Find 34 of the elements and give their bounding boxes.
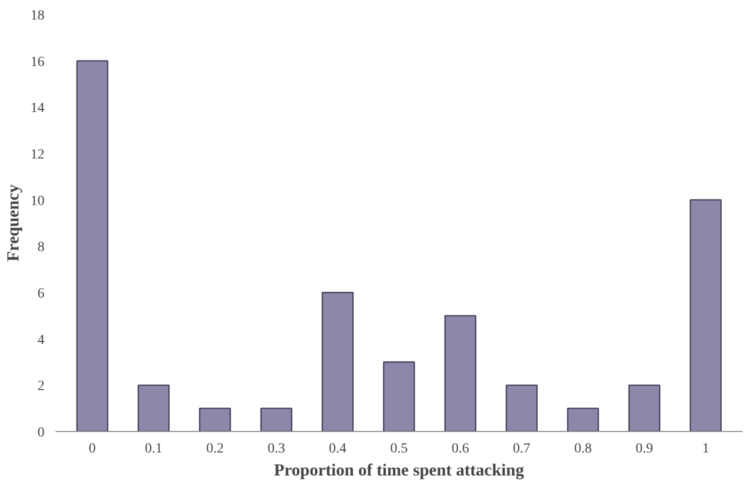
y-tick-label: 0 bbox=[38, 426, 44, 440]
bar bbox=[506, 384, 538, 432]
x-tick-label: 0.3 bbox=[268, 442, 286, 456]
x-tick-label: 0.7 bbox=[512, 442, 530, 456]
y-tick-label: 4 bbox=[38, 332, 44, 348]
x-tick-label: 0.9 bbox=[636, 442, 654, 456]
x-tick-label: 0.6 bbox=[452, 442, 470, 456]
bar bbox=[444, 315, 476, 432]
bar bbox=[628, 384, 660, 432]
y-tick-label: 2 bbox=[38, 379, 44, 394]
x-tick-label: 0 bbox=[88, 442, 96, 456]
x-tick-label: 0.5 bbox=[390, 442, 408, 456]
y-tick-label: 16 bbox=[30, 54, 44, 70]
x-tick-label: 0.8 bbox=[574, 442, 592, 456]
y-tick-label: 14 bbox=[30, 101, 44, 116]
bar bbox=[138, 384, 170, 432]
bar bbox=[76, 60, 108, 432]
bar bbox=[567, 408, 599, 432]
y-tick-label: 10 bbox=[30, 194, 44, 209]
y-tick-label: 18 bbox=[30, 8, 44, 24]
bar bbox=[690, 199, 722, 432]
y-tick-label: 12 bbox=[30, 148, 44, 162]
y-tick-label: 6 bbox=[38, 286, 44, 302]
x-tick-label: 0.2 bbox=[206, 442, 224, 456]
y-axis-title: Frequency bbox=[4, 184, 22, 262]
x-tick-label: 0.1 bbox=[144, 442, 162, 456]
bar bbox=[322, 292, 354, 432]
bar bbox=[260, 408, 292, 432]
y-tick-label: 8 bbox=[38, 240, 44, 256]
x-axis-title: Proportion of time spent attacking bbox=[274, 460, 524, 480]
x-tick-label: 1 bbox=[702, 442, 710, 456]
bar bbox=[383, 361, 415, 432]
bar bbox=[199, 408, 231, 432]
x-tick-label: 0.4 bbox=[328, 442, 346, 456]
